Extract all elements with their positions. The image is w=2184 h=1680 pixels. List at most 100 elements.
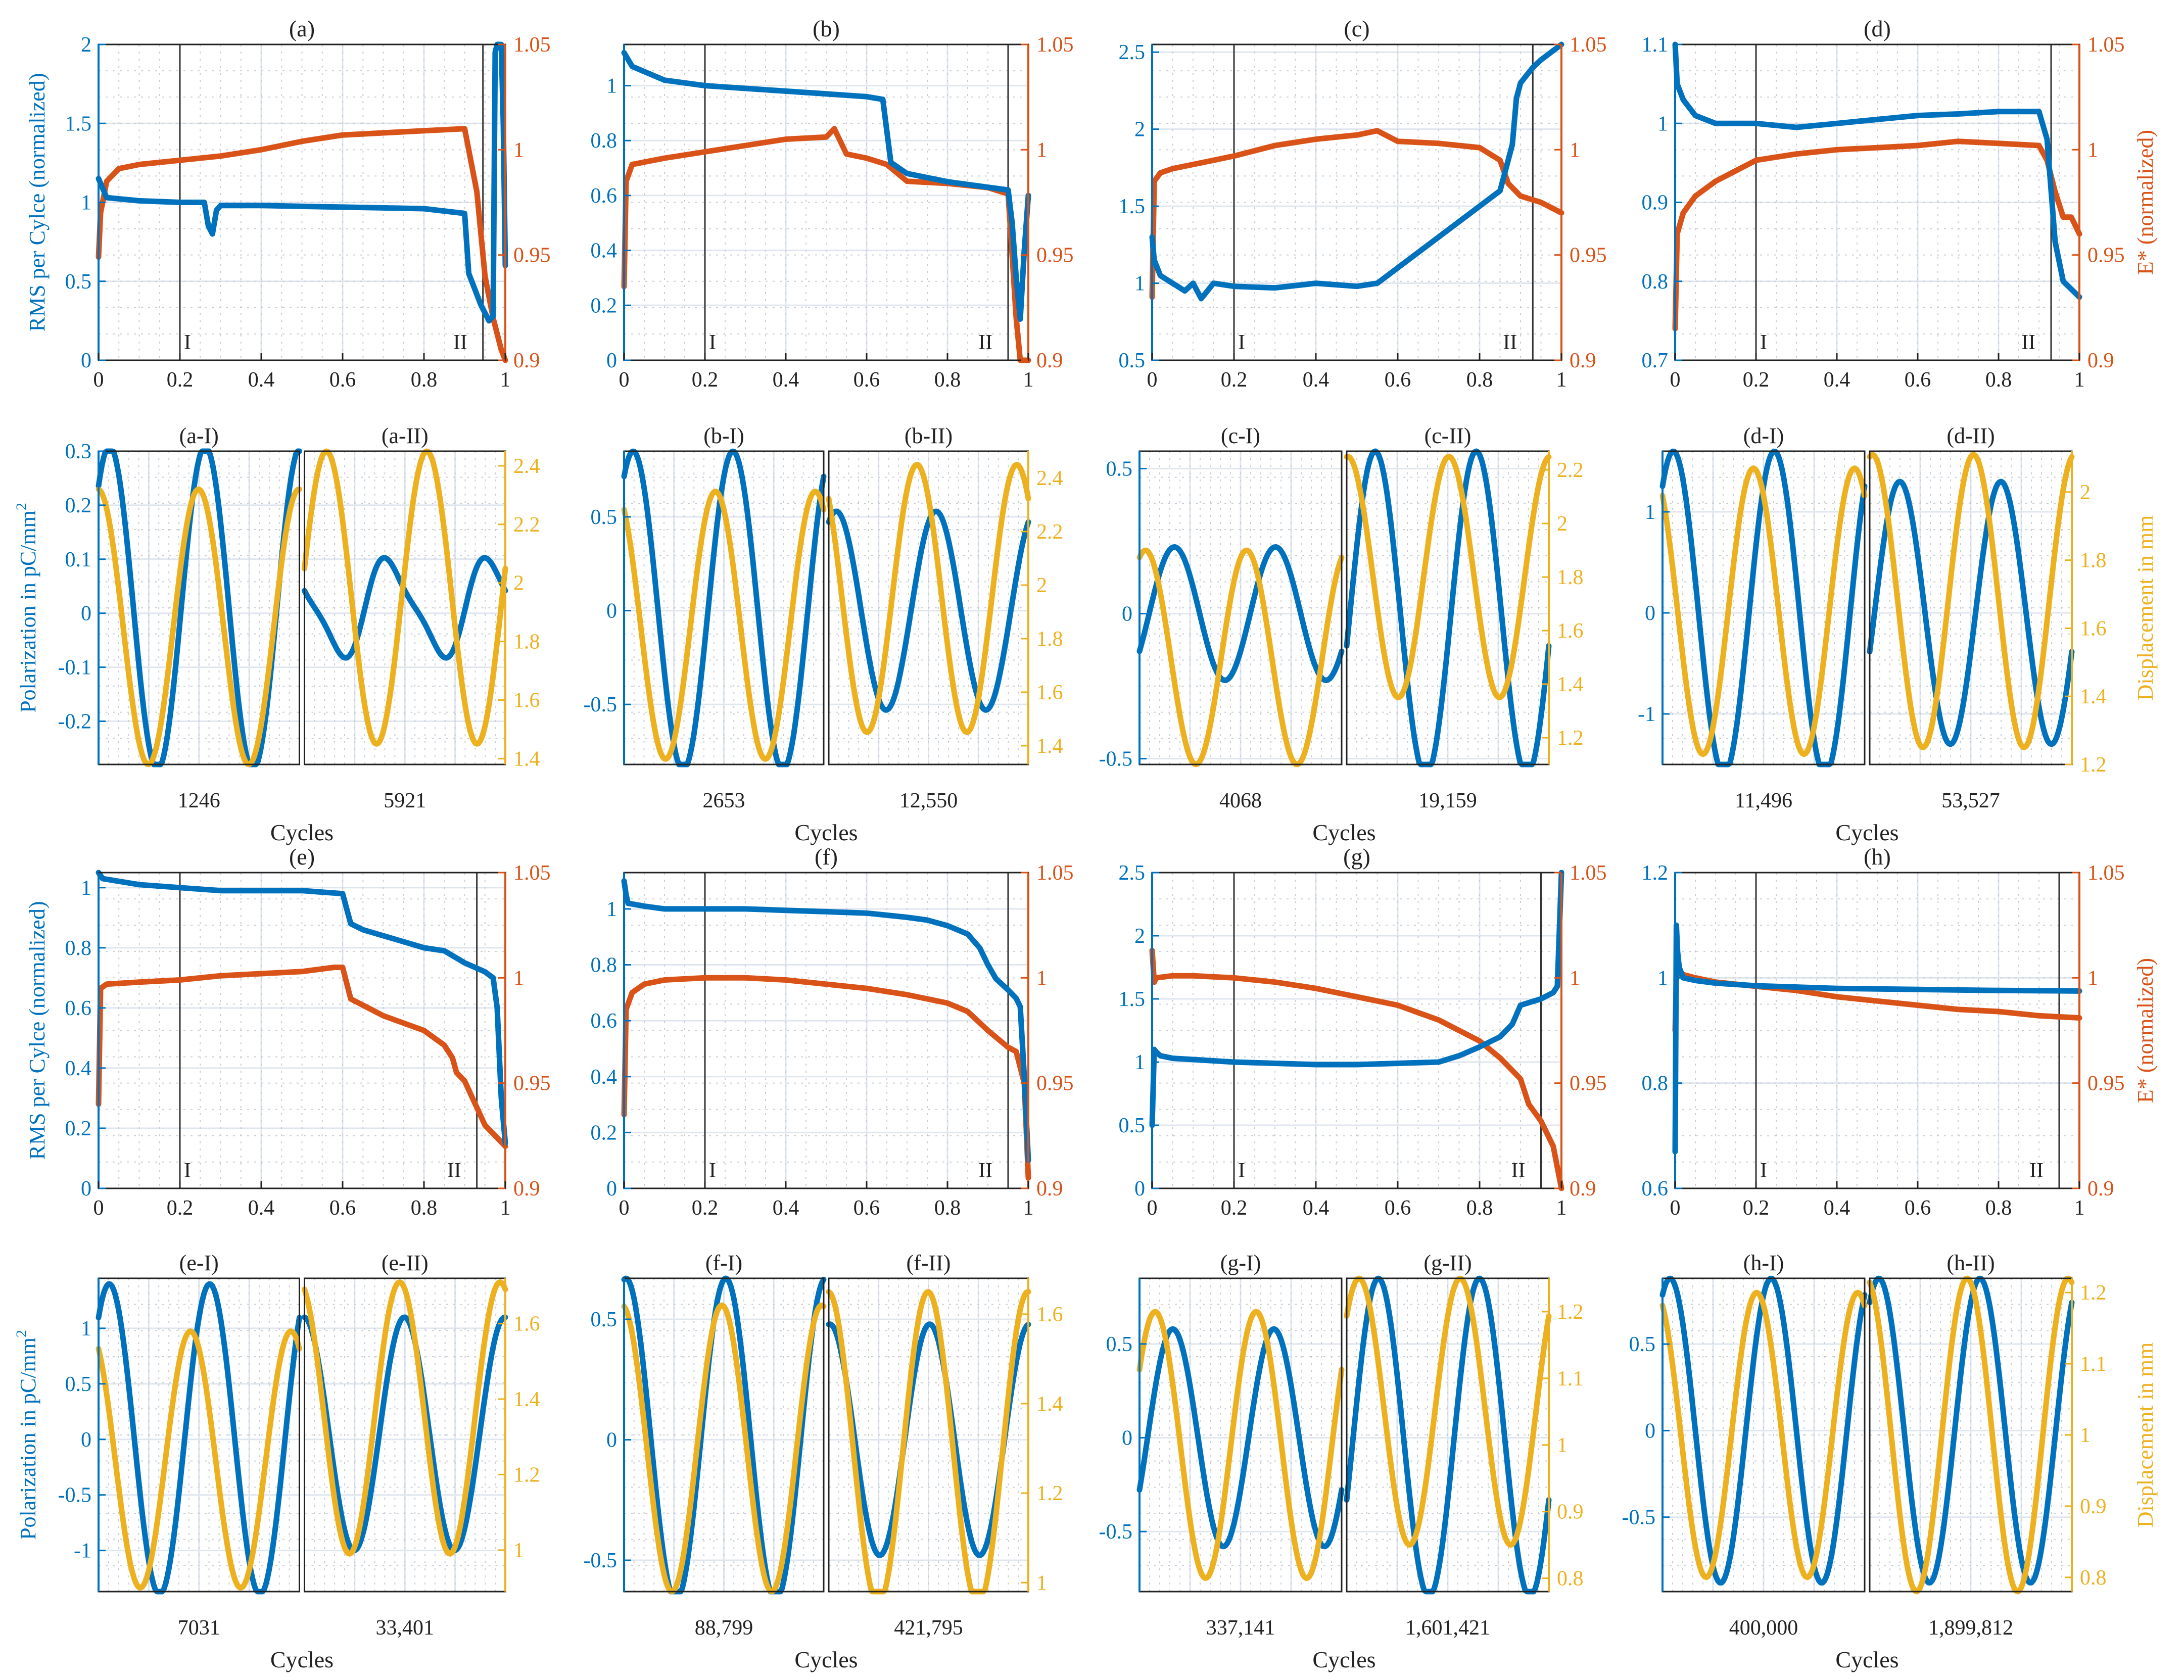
y-tick-label: -0.5 (58, 1484, 92, 1507)
grid (829, 1278, 1028, 1592)
marker-label: II (2029, 1159, 2044, 1182)
y2-tick-label: 1.4 (513, 747, 540, 771)
y-tick-label: 0.5 (1119, 349, 1146, 372)
y2-tick-label: 1.6 (2080, 617, 2107, 640)
cycle-value-label: 4068 (1219, 789, 1262, 812)
y-tick-label: -1 (74, 1540, 91, 1563)
y-tick-label: 0 (1122, 1427, 1132, 1450)
cycle-value-label: 7031 (178, 1616, 220, 1640)
sub-panel-title: (d-II) (1946, 423, 1995, 448)
y2-tick-label: 0.9 (1036, 1177, 1063, 1201)
x-tick-label: 0.2 (1221, 368, 1248, 392)
marker-label: I (184, 331, 191, 354)
y2-tick-label: 1.8 (1036, 628, 1063, 651)
y-tick-label: 1 (1657, 967, 1668, 990)
displacement-line (302, 448, 508, 747)
grid (624, 451, 824, 764)
y-tick-label: 0.8 (65, 937, 92, 960)
y-tick-label: 0 (606, 600, 617, 623)
x-tick-label: 0.8 (1985, 1196, 2012, 1220)
x-tick-label: 0.6 (329, 1196, 356, 1220)
cycle-value-label: 421,795 (894, 1616, 963, 1640)
rms-line (1672, 922, 2082, 1155)
polarization-line (1344, 448, 1552, 767)
y2-tick-label: 0.95 (2087, 1072, 2125, 1095)
marker-label: II (978, 1159, 992, 1182)
y2-tick-label: 1.2 (513, 1463, 540, 1486)
y2-tick-label: 0.95 (2087, 244, 2125, 267)
x-tick-label: 0 (93, 368, 104, 392)
rms-axis-label: RMS per Cylce (normalized) (25, 901, 50, 1160)
y-tick-label: 0.6 (65, 997, 92, 1020)
x-tick-label: 0.4 (1824, 368, 1850, 392)
y2-tick-label: 1.05 (2087, 33, 2125, 57)
marker-label: I (184, 1159, 191, 1182)
rms-line (96, 41, 508, 324)
y-tick-label: 0.5 (1106, 1333, 1133, 1356)
plot-area (1675, 873, 2079, 1188)
y-tick-label: -0.1 (58, 656, 92, 680)
y-tick-label: 1.5 (1119, 195, 1146, 218)
y2-tick-label: 0.95 (1570, 1072, 1607, 1095)
y2-tick-label: 1.05 (1570, 861, 1607, 885)
polarization-line (826, 508, 1031, 713)
y-tick-label: 0 (606, 1429, 617, 1452)
y2-tick-label: 0.8 (2080, 1566, 2107, 1590)
rms-line (1149, 41, 1564, 302)
y-tick-label: 0.4 (591, 239, 618, 263)
polarization-axis-label-sup: 2 (13, 503, 30, 510)
cycles-axis-label: Cycles (1312, 820, 1375, 845)
x-tick-label: 0.8 (934, 1196, 961, 1220)
y2-tick-label: 1.05 (1036, 861, 1074, 885)
y-tick-label: -0.5 (1099, 1520, 1133, 1544)
y-tick-label: 2.5 (1119, 41, 1146, 64)
x-tick-label: 1 (1023, 368, 1034, 392)
y-tick-label: 0.1 (65, 548, 92, 571)
y-tick-label: 0 (81, 349, 91, 372)
cycle-value-label: 12,550 (899, 789, 958, 812)
y2-tick-label: 1.2 (2080, 1281, 2107, 1305)
displacement-line (1867, 452, 2075, 750)
y2-tick-label: 1 (1570, 967, 1580, 990)
panel-title: (e) (289, 844, 315, 870)
cycle-value-label: 400,000 (1729, 1616, 1798, 1640)
rms-axis-label: RMS per Cylce (normalized) (25, 73, 50, 332)
y-tick-label: 1.2 (1642, 861, 1669, 885)
y-tick-label: 0.5 (591, 1308, 618, 1331)
x-tick-label: 0.6 (853, 1196, 880, 1220)
marker-label: I (1760, 331, 1767, 354)
x-tick-label: 0.4 (248, 1196, 275, 1220)
displacement-line (1659, 465, 1868, 757)
x-tick-label: 0.8 (1466, 368, 1493, 392)
sub-panel-title: (a-II) (382, 423, 429, 448)
x-tick-label: 1 (2074, 1196, 2085, 1220)
y2-tick-label: 1.8 (2080, 549, 2107, 572)
y-tick-label: 0 (81, 1177, 91, 1201)
y-tick-label: 2 (1134, 925, 1145, 948)
y-tick-label: 0.5 (1106, 457, 1133, 481)
y-tick-label: 0.9 (1642, 191, 1669, 215)
y-tick-label: 1 (1134, 1051, 1145, 1074)
y2-tick-label: 0.9 (2087, 1177, 2114, 1201)
grid (1151, 44, 1562, 361)
marker-label: II (978, 331, 992, 354)
x-tick-label: 0 (619, 1196, 630, 1220)
cycles-axis-label: Cycles (794, 820, 858, 845)
cycle-value-label: 11,496 (1735, 789, 1792, 812)
x-tick-label: 0.2 (167, 1196, 194, 1220)
e-star-axis-label: E* (normalized) (2133, 130, 2158, 275)
y-tick-label: 1 (81, 191, 91, 215)
y2-tick-label: 2.4 (1036, 467, 1063, 490)
cycle-value-label: 337,141 (1206, 1616, 1275, 1640)
e-star-line (1149, 947, 1564, 1191)
y-tick-label: 0.6 (591, 1010, 618, 1033)
marker-label: I (709, 331, 716, 354)
cycle-value-label: 53,527 (1941, 789, 2000, 812)
y2-tick-label: 1.6 (1036, 681, 1063, 704)
sub-panel-title: (g-II) (1423, 1251, 1471, 1275)
x-tick-label: 0.2 (1221, 1196, 1248, 1220)
y-tick-label: 1 (1134, 272, 1145, 296)
y2-tick-label: 1 (1036, 138, 1047, 162)
y2-tick-label: 0.8 (1557, 1567, 1584, 1591)
y-tick-label: 1 (1645, 501, 1655, 524)
